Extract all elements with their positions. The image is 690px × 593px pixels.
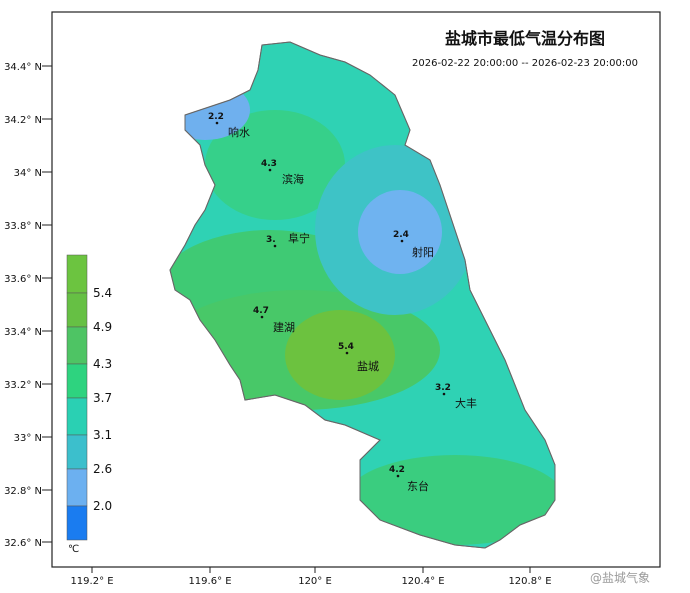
legend-swatch [66, 397, 88, 436]
legend-swatch [66, 292, 88, 328]
legend-swatch [66, 363, 88, 399]
legend-label: 5.4 [93, 286, 112, 300]
station-name: 建湖 [273, 320, 295, 334]
station-dot [396, 474, 400, 478]
legend-swatch [66, 254, 88, 294]
legend-swatch [66, 434, 88, 470]
legend-label: 2.0 [93, 499, 112, 513]
station-value: 4.3 [261, 159, 277, 169]
lon-tick-label: 119.6° E [188, 576, 231, 587]
legend-label: 4.9 [93, 320, 112, 334]
lat-tick-label: 34.4° N [4, 62, 42, 73]
station-name: 滨海 [282, 172, 304, 186]
station-name: 东台 [407, 479, 429, 493]
map-title: 盐城市最低气温分布图 [445, 29, 605, 48]
station-name: 阜宁 [288, 231, 310, 245]
lat-tick-label: 34.2° N [4, 115, 42, 126]
lat-tick-label: 34° N [14, 168, 42, 179]
legend-label: 4.3 [93, 357, 112, 371]
lat-tick-label: 33.4° N [4, 327, 42, 338]
map-frame [51, 11, 661, 568]
station-dot [442, 392, 446, 396]
station-value: 4.7 [253, 306, 269, 316]
lat-tick-label: 32.8° N [4, 486, 42, 497]
station-name: 响水 [228, 126, 250, 139]
legend-label: 3.1 [93, 428, 112, 442]
station-name: 射阳 [412, 245, 434, 259]
station-dot [215, 121, 219, 125]
legend-label: 2.6 [93, 462, 112, 476]
station-value: 3.2 [435, 383, 451, 393]
station-dot [268, 168, 272, 172]
lat-tick-label: 33.6° N [4, 274, 42, 285]
lon-tick-label: 120.4° E [401, 576, 444, 587]
station-value: 4.2 [389, 465, 405, 475]
station-value: 3. [266, 235, 276, 245]
lon-tick-label: 120° E [298, 576, 332, 587]
station-dot [400, 239, 404, 243]
watermark: @盐城气象 [590, 570, 650, 585]
region-border [169, 41, 556, 549]
lon-tick-label: 119.2° E [70, 576, 113, 587]
station-value: 2.2 [208, 112, 224, 122]
station-name: 盐城 [357, 360, 379, 373]
station-value: 5.4 [338, 342, 354, 352]
lat-tick-label: 33° N [14, 433, 42, 444]
station-dot [273, 244, 277, 248]
lat-tick-label: 33.2° N [4, 380, 42, 391]
station-value: 2.4 [393, 230, 409, 240]
station-dot [260, 315, 264, 319]
lat-tick-label: 33.8° N [4, 221, 42, 232]
station-name: 大丰 [455, 396, 477, 410]
legend-swatch [66, 326, 88, 365]
legend-swatch [66, 468, 88, 507]
lat-tick-label: 32.6° N [4, 538, 42, 549]
lon-tick-label: 120.8° E [508, 576, 551, 587]
station-dot [345, 351, 349, 355]
legend-label: 3.7 [93, 391, 112, 405]
legend-unit: ℃ [68, 544, 79, 555]
map-subtitle: 2026-02-22 20:00:00 -- 2026-02-23 20:00:… [412, 58, 638, 69]
legend-swatch [66, 505, 88, 541]
